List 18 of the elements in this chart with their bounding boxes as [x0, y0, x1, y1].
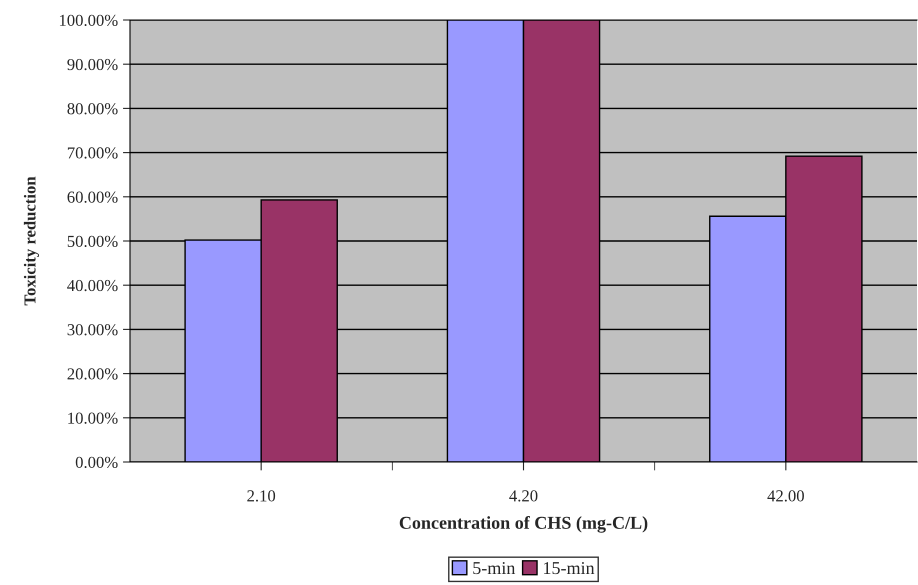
y-tick-label: 30.00% [68, 324, 118, 336]
y-axis-title: Toxicity reduction [24, 176, 40, 306]
y-tick-label: 10.00% [68, 412, 118, 424]
y-tick-label: 80.00% [67, 103, 118, 114]
legend-label: 15-min [544, 562, 594, 574]
y-tick-label: 0.00% [76, 456, 118, 468]
legend-label: 5-min [473, 562, 516, 574]
y-tick-label: 20.00% [68, 368, 118, 380]
y-tick-label: 50.00% [68, 236, 118, 248]
x-axis-title: Concentration of CHS (mg-C/L) [400, 516, 648, 533]
y-tick-label: 40.00% [67, 280, 118, 292]
y-tick-label: 90.00% [67, 58, 118, 70]
y-tick-label: 70.00% [68, 147, 118, 159]
x-tick-label: 2.10 [247, 490, 276, 502]
x-tick-label: 42.00 [767, 490, 804, 502]
x-tick-label: 4.20 [509, 490, 538, 502]
y-tick-label: 100.00% [60, 14, 118, 26]
y-tick-label: 60.00% [68, 192, 118, 203]
